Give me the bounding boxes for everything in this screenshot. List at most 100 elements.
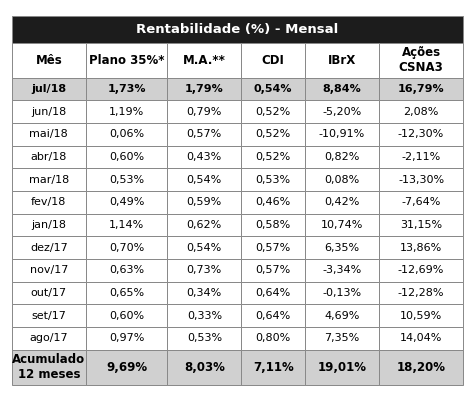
Bar bbox=[305, 327, 379, 350]
Text: 8,84%: 8,84% bbox=[323, 84, 361, 94]
Bar bbox=[379, 327, 463, 350]
Bar bbox=[379, 43, 463, 78]
Bar bbox=[12, 327, 86, 350]
Bar bbox=[167, 168, 241, 191]
Text: -10,91%: -10,91% bbox=[319, 130, 365, 140]
Text: 0,54%: 0,54% bbox=[254, 84, 293, 94]
Bar bbox=[241, 168, 305, 191]
Text: 1,14%: 1,14% bbox=[109, 220, 144, 230]
Text: Acumulado
12 meses: Acumulado 12 meses bbox=[12, 353, 86, 381]
Bar bbox=[241, 78, 305, 101]
Bar bbox=[12, 304, 86, 327]
Text: mai/18: mai/18 bbox=[29, 130, 68, 140]
Bar bbox=[167, 304, 241, 327]
Bar bbox=[86, 78, 167, 101]
Text: mar/18: mar/18 bbox=[28, 175, 69, 185]
Text: out/17: out/17 bbox=[31, 288, 67, 298]
Text: IBrX: IBrX bbox=[328, 54, 356, 67]
Text: 6,35%: 6,35% bbox=[324, 243, 360, 253]
Bar bbox=[241, 304, 305, 327]
Bar bbox=[241, 123, 305, 146]
Bar bbox=[167, 191, 241, 214]
Text: 13,86%: 13,86% bbox=[400, 243, 442, 253]
Bar bbox=[305, 304, 379, 327]
Bar bbox=[12, 43, 86, 78]
Text: 0,60%: 0,60% bbox=[109, 152, 144, 162]
Bar bbox=[12, 282, 86, 304]
Text: 0,63%: 0,63% bbox=[109, 265, 144, 275]
Bar bbox=[86, 304, 167, 327]
Text: 10,74%: 10,74% bbox=[321, 220, 363, 230]
Text: set/17: set/17 bbox=[31, 311, 66, 321]
Text: dez/17: dez/17 bbox=[30, 243, 68, 253]
Text: jun/18: jun/18 bbox=[31, 107, 66, 117]
Text: 0,33%: 0,33% bbox=[187, 311, 222, 321]
Text: Plano 35%*: Plano 35%* bbox=[89, 54, 164, 67]
Bar bbox=[305, 259, 379, 282]
Text: abr/18: abr/18 bbox=[31, 152, 67, 162]
Text: nov/17: nov/17 bbox=[29, 265, 68, 275]
Bar bbox=[305, 282, 379, 304]
Bar bbox=[379, 191, 463, 214]
Bar bbox=[167, 282, 241, 304]
Bar bbox=[305, 123, 379, 146]
Bar bbox=[167, 101, 241, 123]
Text: 19,01%: 19,01% bbox=[317, 361, 367, 374]
Bar bbox=[86, 237, 167, 259]
Text: 10,59%: 10,59% bbox=[400, 311, 442, 321]
Text: 0,52%: 0,52% bbox=[256, 130, 291, 140]
Text: 0,82%: 0,82% bbox=[324, 152, 360, 162]
Bar bbox=[12, 123, 86, 146]
Text: 0,52%: 0,52% bbox=[256, 152, 291, 162]
Text: 0,52%: 0,52% bbox=[256, 107, 291, 117]
Text: 4,69%: 4,69% bbox=[324, 311, 360, 321]
Bar bbox=[12, 168, 86, 191]
Bar bbox=[305, 101, 379, 123]
Bar bbox=[12, 259, 86, 282]
Bar bbox=[12, 350, 86, 385]
Bar bbox=[86, 327, 167, 350]
Text: 0,53%: 0,53% bbox=[187, 334, 222, 343]
Bar bbox=[167, 146, 241, 168]
Text: -3,34%: -3,34% bbox=[323, 265, 361, 275]
Bar bbox=[86, 101, 167, 123]
Text: 0,64%: 0,64% bbox=[256, 311, 291, 321]
Bar bbox=[86, 350, 167, 385]
Text: 0,65%: 0,65% bbox=[109, 288, 144, 298]
Text: -5,20%: -5,20% bbox=[323, 107, 361, 117]
Text: Mês: Mês bbox=[36, 54, 62, 67]
Bar bbox=[305, 168, 379, 191]
Text: 0,60%: 0,60% bbox=[109, 311, 144, 321]
Bar bbox=[86, 214, 167, 237]
Bar bbox=[241, 191, 305, 214]
Text: CDI: CDI bbox=[262, 54, 285, 67]
Text: 0,06%: 0,06% bbox=[109, 130, 144, 140]
Text: fev/18: fev/18 bbox=[31, 197, 66, 207]
Bar bbox=[12, 214, 86, 237]
Bar bbox=[167, 237, 241, 259]
Bar bbox=[305, 214, 379, 237]
Bar bbox=[379, 237, 463, 259]
Text: 0,42%: 0,42% bbox=[324, 197, 360, 207]
Text: 0,62%: 0,62% bbox=[187, 220, 222, 230]
Text: 9,69%: 9,69% bbox=[106, 361, 147, 374]
Text: 0,53%: 0,53% bbox=[109, 175, 144, 185]
Text: -2,11%: -2,11% bbox=[401, 152, 441, 162]
Text: 8,03%: 8,03% bbox=[184, 361, 225, 374]
Text: 0,54%: 0,54% bbox=[187, 175, 222, 185]
Text: Rentabilidade (%) - Mensal: Rentabilidade (%) - Mensal bbox=[136, 23, 339, 36]
Bar bbox=[379, 101, 463, 123]
Text: jan/18: jan/18 bbox=[31, 220, 66, 230]
Text: 0,08%: 0,08% bbox=[324, 175, 360, 185]
Bar bbox=[167, 78, 241, 101]
Text: 0,54%: 0,54% bbox=[187, 243, 222, 253]
Bar bbox=[305, 146, 379, 168]
Bar bbox=[167, 214, 241, 237]
Bar bbox=[167, 350, 241, 385]
Text: 0,57%: 0,57% bbox=[187, 130, 222, 140]
Text: Ações
CSNA3: Ações CSNA3 bbox=[399, 46, 444, 74]
Text: -12,69%: -12,69% bbox=[398, 265, 444, 275]
Bar bbox=[305, 237, 379, 259]
Bar bbox=[12, 237, 86, 259]
Bar bbox=[241, 146, 305, 168]
